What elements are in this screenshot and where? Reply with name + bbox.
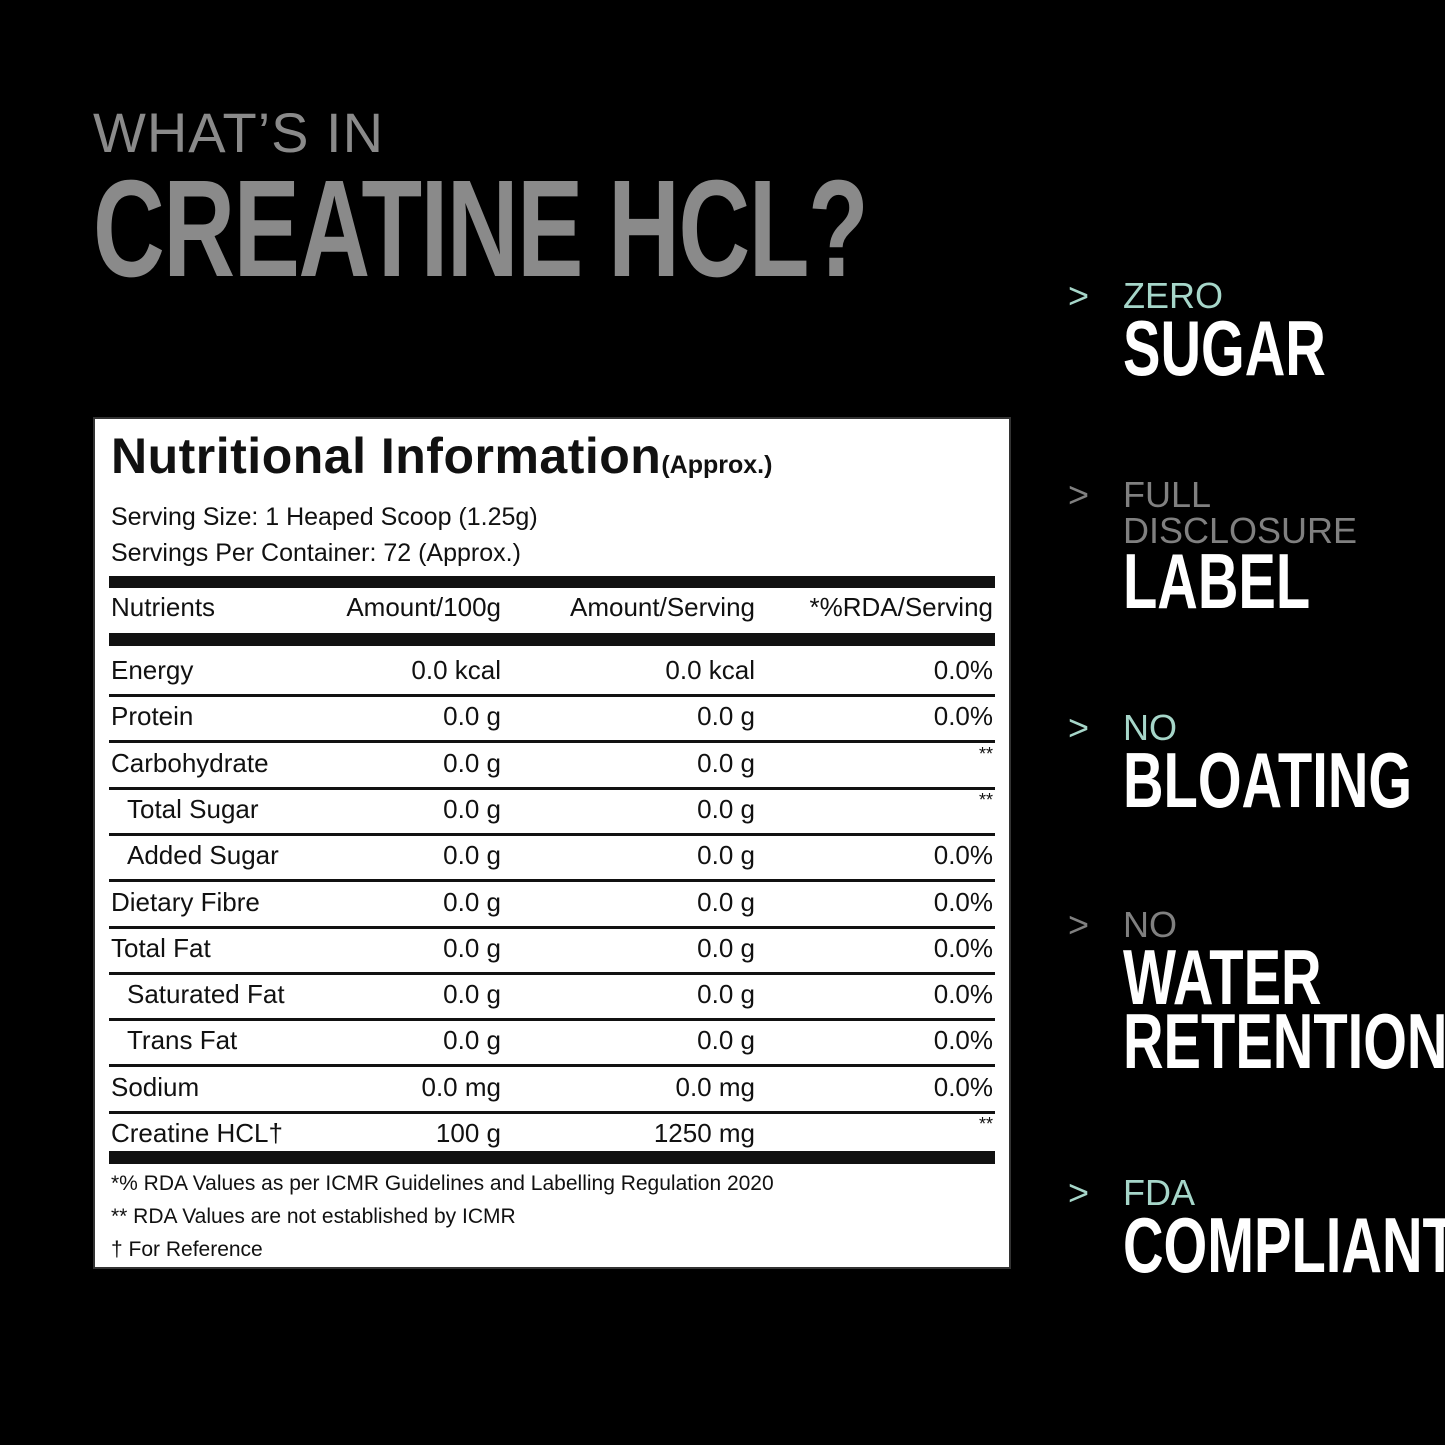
label-title-suffix: (Approx.) [661,451,773,479]
amount-per-100g: 0.0 mg [421,1071,502,1102]
rda-per-serving: ** [978,743,993,764]
feature-title: COMPLIANT [1123,1201,1445,1289]
footnote: ** RDA Values are not established by ICM… [111,1205,516,1228]
chevron-right-icon: > [1068,474,1090,515]
amount-per-serving: 0.0 mg [675,1071,756,1102]
divider-bar [109,576,995,588]
table-row: Total Sugar 0.0 g 0.0 g ** [109,787,995,836]
table-header: Nutrients Amount/100g Amount/Serving *%R… [109,585,995,631]
amount-per-100g: 0.0 g [443,979,501,1010]
amount-per-serving: 0.0 g [697,793,755,824]
nutrient-name: Energy [111,655,194,685]
amount-per-100g: 0.0 g [443,840,501,871]
amount-per-100g: 0.0 g [443,1025,501,1056]
rda-per-serving: ** [978,1114,993,1134]
feature-title: BLOATING [1123,736,1413,824]
amount-per-100g: 0.0 g [443,793,501,824]
rda-per-serving: 0.0% [933,840,993,871]
amount-per-100g: 0.0 g [443,747,501,778]
feature-title: SUGAR [1123,304,1326,392]
rda-per-serving: 0.0% [933,1071,993,1102]
amount-per-serving: 0.0 g [697,747,755,778]
nutrient-name: Protein [111,701,194,732]
serving-size: Serving Size: 1 Heaped Scoop (1.25g) [111,503,538,531]
rda-per-serving: 0.0% [933,979,993,1010]
amount-per-serving: 0.0 g [697,886,755,917]
page-title: CREATINE HCL? [93,152,869,306]
chevron-right-icon: > [1068,707,1090,748]
table-row: Saturated Fat 0.0 g 0.0 g 0.0% [109,972,995,1022]
table-row: Trans Fat 0.0 g 0.0 g 0.0% [109,1018,995,1068]
nutrient-name: Total Fat [111,932,211,963]
amount-per-serving: 0.0 g [697,840,755,871]
feature-prefix: NO [1123,707,1177,748]
divider-bar [109,633,995,646]
table-row: Protein 0.0 g 0.0 g 0.0% [109,694,995,744]
chevron-right-icon: > [1068,275,1090,316]
table-row: Sodium 0.0 mg 0.0 mg 0.0% [109,1065,995,1114]
feature-title: LABEL [1123,537,1311,625]
footnote: † For Reference [111,1238,263,1261]
feature-prefix: FULL DISCLOSURE [1123,474,1358,551]
amount-per-serving: 0.0 kcal [665,655,755,685]
table-row: Added Sugar 0.0 g 0.0 g 0.0% [109,833,995,883]
rda-per-serving: 0.0% [933,1025,993,1056]
nutrient-name: Trans Fat [127,1025,238,1056]
amount-per-100g: 0.0 g [443,886,501,917]
chevron-right-icon: > [1068,1172,1090,1213]
servings-per-container: Servings Per Container: 72 (Approx.) [111,539,521,567]
amount-per-serving: 0.0 g [697,1025,755,1056]
nutrient-name: Saturated Fat [127,979,285,1010]
divider-bar [109,1151,995,1164]
table-row: Total Fat 0.0 g 0.0 g 0.0% [109,926,995,975]
table-row: Carbohydrate 0.0 g 0.0 g ** [109,741,995,790]
label-title-text: Nutritional Information [111,428,662,484]
amount-per-serving: 1250 mg [653,1118,755,1148]
table-row: Dietary Fibre 0.0 g 0.0 g 0.0% [109,880,995,929]
feature-prefix: NO [1123,904,1177,945]
nutrient-name: Added Sugar [127,840,279,871]
chevron-right-icon: > [1068,904,1090,945]
amount-per-100g: 100 g [435,1118,501,1148]
footnote: *% RDA Values as per ICMR Guidelines and… [111,1172,774,1195]
rda-per-serving: 0.0% [933,886,993,917]
rda-per-serving: 0.0% [933,655,993,685]
nutrient-name: Sodium [111,1071,200,1102]
heading-kicker: WHAT’S IN [93,101,385,164]
col-header-per100: Amount/100g [346,592,501,622]
amount-per-100g: 0.0 kcal [411,655,501,685]
label-title: Nutritional Information(Approx.) [111,427,772,485]
nutrient-name: Carbohydrate [111,747,269,778]
feature-prefix: ZERO [1123,275,1224,316]
rda-per-serving: 0.0% [933,701,993,732]
amount-per-100g: 0.0 g [443,701,501,732]
feature-prefix: FDA [1123,1172,1195,1213]
col-header-rda: *%RDA/Serving [809,592,993,622]
amount-per-serving: 0.0 g [697,701,755,732]
table-row: Energy 0.0 kcal 0.0 kcal 0.0% [109,648,995,697]
col-header-serving: Amount/Serving [570,592,755,622]
nutrient-name: Dietary Fibre [111,886,260,917]
nutrient-name: Creatine HCL† [111,1118,283,1148]
nutrient-name: Total Sugar [127,793,259,824]
nutrition-label: Nutritional Information(Approx.) Serving… [93,417,1011,1269]
feature-title: WATER RETENTION [1123,933,1445,1085]
col-header-nutrients: Nutrients [111,592,216,622]
amount-per-serving: 0.0 g [697,979,755,1010]
rda-per-serving: 0.0% [933,932,993,963]
amount-per-100g: 0.0 g [443,932,501,963]
amount-per-serving: 0.0 g [697,932,755,963]
table-row: Creatine HCL† 100 g 1250 mg ** [109,1111,995,1157]
rda-per-serving: ** [978,789,993,810]
